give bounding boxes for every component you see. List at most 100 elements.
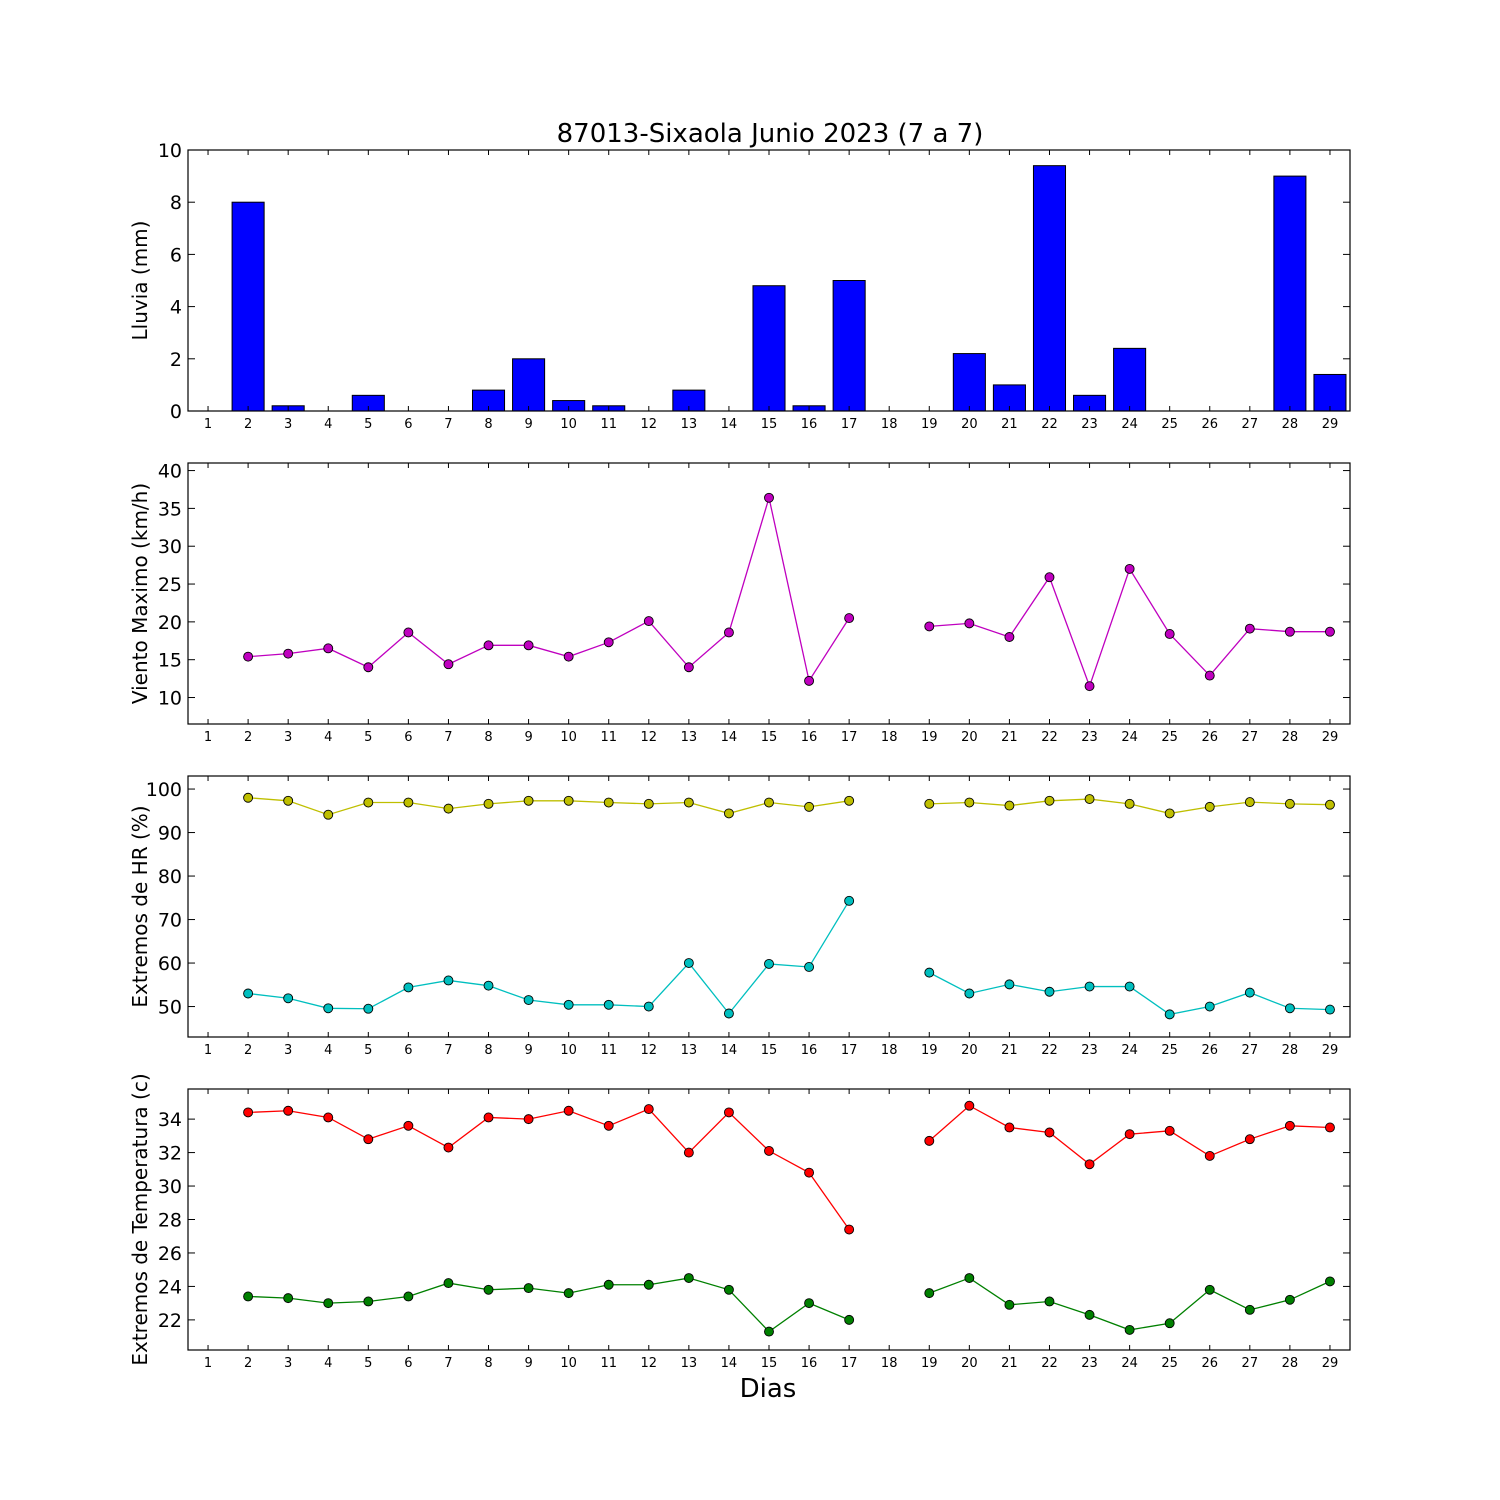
series-2-point-day-17	[844, 1314, 855, 1325]
y-tick-label: 28	[158, 1210, 182, 1232]
x-tick-label: 27	[1242, 1043, 1259, 1058]
series-2-point-day-4	[323, 1298, 334, 1309]
y-axis-label: Extremos de HR (%)	[128, 805, 152, 1007]
series-1-point-day-16	[804, 801, 815, 812]
y-tick-label: 20	[158, 612, 182, 634]
series-2-point-day-25	[1164, 1009, 1175, 1020]
series-2-point-day-11	[603, 999, 614, 1010]
x-tick-label: 28	[1282, 1356, 1299, 1371]
x-tick-label: 6	[404, 1356, 412, 1371]
series-2-point-day-5	[363, 1296, 374, 1307]
x-tick-label: 8	[484, 417, 492, 432]
x-tick-label: 25	[1161, 1356, 1178, 1371]
series-1-point-day-21	[1004, 1122, 1015, 1133]
panel-2: 1 2 3 4 5 6 7 8 9 10 11 12 13 14 15 16 17 18 19 20 21 22 23 24 2…	[128, 461, 1351, 745]
x-tick-label: 22	[1041, 417, 1058, 432]
x-tick-label: 22	[1041, 1043, 1058, 1058]
series-1-point-day-17	[844, 613, 855, 624]
x-tick-label: 7	[444, 730, 452, 745]
x-tick-label: 27	[1242, 1356, 1259, 1371]
series-1-point-day-25	[1164, 808, 1175, 819]
series-2-point-day-29	[1325, 1004, 1335, 1015]
series-2-point-day-16	[804, 1298, 815, 1309]
x-tick-label: 5	[364, 417, 372, 432]
x-tick-label: 26	[1201, 1356, 1218, 1371]
x-tick-label: 16	[801, 1043, 818, 1058]
series-2-point-day-3	[283, 993, 294, 1004]
series-1-point-day-21	[1004, 800, 1015, 811]
x-tick-label: 24	[1121, 1043, 1138, 1058]
y-tick-label: 34	[158, 1109, 182, 1131]
series-2-point-day-17	[844, 895, 855, 906]
y-tick-label: 50	[158, 997, 182, 1019]
x-tick-label: 13	[681, 417, 698, 432]
series-2-point-day-28	[1284, 1294, 1295, 1305]
x-tick-label: 19	[921, 730, 938, 745]
series-1-point-day-16	[804, 675, 815, 686]
series-1-point-day-22	[1044, 795, 1055, 806]
x-tick-label: 13	[681, 730, 698, 745]
x-tick-label: 25	[1161, 417, 1178, 432]
x-tick-label: 22	[1041, 730, 1058, 745]
x-tick-label: 6	[404, 417, 412, 432]
x-tick-label: 16	[801, 1356, 818, 1371]
x-tick-label: 17	[841, 1356, 858, 1371]
series-1-point-day-23	[1084, 681, 1095, 692]
x-tick-label: 2	[244, 730, 252, 745]
x-tick-label: 5	[364, 1356, 372, 1371]
series-2-point-day-10	[563, 999, 574, 1010]
series-1-point-day-8	[483, 798, 494, 809]
x-tick-label: 11	[600, 1356, 617, 1371]
series-1-point-day-3	[283, 648, 294, 659]
series-1-point-day-26	[1204, 801, 1215, 812]
x-tick-label: 27	[1242, 730, 1259, 745]
x-tick-label: 12	[641, 417, 658, 432]
x-tick-label: 13	[681, 1043, 698, 1058]
series-1-point-day-12	[643, 798, 654, 809]
series-1-point-day-26	[1204, 1150, 1215, 1161]
series-2-point-day-8	[483, 1284, 494, 1295]
series-1-point-day-4	[323, 1112, 334, 1123]
series-1-point-day-25	[1164, 629, 1175, 639]
x-tick-label: 27	[1242, 417, 1259, 432]
y-tick-label: 22	[158, 1310, 182, 1332]
series-1-point-day-29	[1325, 799, 1335, 810]
y-axis-label: Viento Maximo (km/h)	[128, 483, 152, 704]
x-tick-label: 18	[881, 1356, 898, 1371]
x-tick-label: 2	[244, 417, 252, 432]
series-1-point-day-9	[523, 640, 534, 651]
y-tick-label: 4	[170, 297, 182, 319]
x-tick-label: 28	[1282, 1043, 1299, 1058]
x-tick-label: 9	[524, 730, 532, 745]
series-1-point-day-28	[1284, 626, 1295, 637]
series-1-point-day-24	[1124, 563, 1135, 574]
y-tick-label: 8	[170, 192, 182, 214]
series-2-point-day-27	[1244, 987, 1255, 998]
x-tick-label: 10	[560, 730, 577, 745]
x-tick-label: 10	[560, 417, 577, 432]
x-tick-label: 10	[560, 1043, 577, 1058]
x-tick-label: 4	[324, 730, 332, 745]
series-2-point-day-20	[964, 1273, 975, 1284]
x-tick-label: 6	[404, 730, 412, 745]
series-1-point-day-22	[1044, 1127, 1055, 1138]
chart-panels: 1 2 3 4 5 6 7 8 9 10 11 12 13 14 15 16 17 18 19 20 21 22 23 24 2…	[128, 140, 1351, 1371]
series-2-point-day-13	[683, 1273, 694, 1284]
x-tick-label: 29	[1322, 1356, 1339, 1371]
series-1-point-day-22	[1044, 572, 1055, 583]
y-tick-label: 15	[158, 650, 182, 672]
series-2-point-day-10	[563, 1288, 574, 1299]
series-1-point-day-23	[1084, 794, 1095, 804]
series-1-point-day-6	[403, 1120, 414, 1131]
x-tick-label: 18	[881, 730, 898, 745]
x-tick-label: 26	[1201, 1043, 1218, 1058]
x-tick-label: 25	[1161, 730, 1178, 745]
series-1-point-day-10	[563, 651, 574, 662]
x-tick-label: 19	[921, 1043, 938, 1058]
series-2-point-day-24	[1124, 981, 1135, 992]
series-1-point-day-9	[523, 1114, 534, 1125]
series-1-point-day-21	[1004, 632, 1015, 642]
series-1-line-1	[248, 497, 850, 683]
x-tick-label: 4	[324, 1356, 332, 1371]
series-1-point-day-27	[1244, 797, 1255, 808]
